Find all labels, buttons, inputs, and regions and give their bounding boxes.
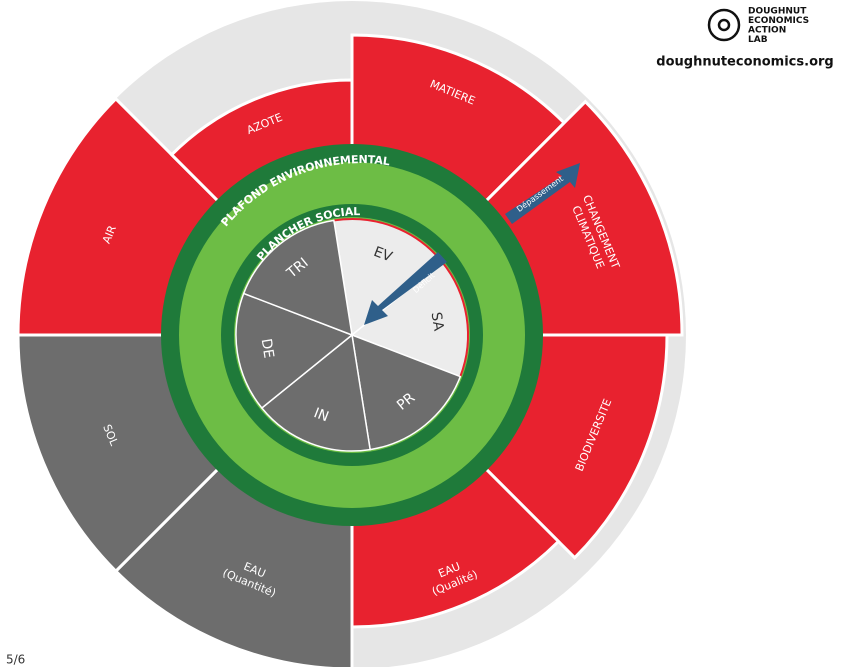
inner-sector-label: EV (371, 244, 394, 266)
logo-text: LAB (748, 35, 768, 45)
shortfall-edge (333, 218, 443, 263)
logo-text: ACTION (748, 26, 786, 36)
logo-url: doughnuteconomics.org (656, 55, 833, 70)
inner-sector (242, 219, 353, 337)
shortfall-edge (441, 261, 469, 377)
inner-sector (235, 292, 354, 410)
inner-sector (260, 333, 372, 452)
logo-text: DOUGHNUT (748, 7, 807, 17)
inner-sector (351, 333, 462, 451)
logo-text: ECONOMICS (748, 16, 809, 26)
inner-sector-label: DE (258, 338, 277, 360)
inner-sector-label: SA (428, 311, 447, 332)
page-number: 5/6 (6, 653, 25, 667)
inner-sector-label: IN (311, 405, 330, 425)
